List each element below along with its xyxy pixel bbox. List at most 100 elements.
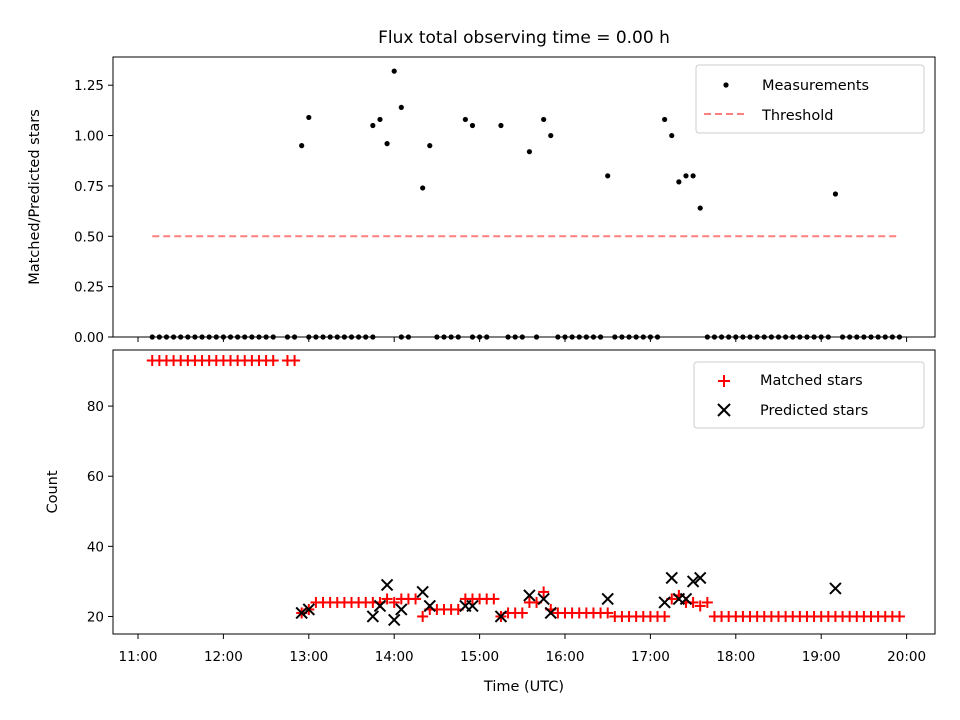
measurement-point (541, 116, 547, 123)
measurement-point (320, 334, 326, 340)
measurement-point (405, 334, 412, 340)
top-x-tick-marks (137, 337, 908, 342)
measurement-point (662, 116, 668, 123)
x-tick-label: 20:00 (887, 649, 926, 665)
x-tick-label: 11:00 (119, 649, 158, 665)
predicted-star-point (416, 585, 429, 599)
measurement-point (747, 334, 753, 340)
measurement-point (726, 334, 732, 340)
measurement-point (377, 116, 383, 123)
measurement-point (313, 334, 319, 340)
predicted-star-point (466, 599, 479, 613)
y-tick-label: 0.25 (74, 280, 104, 296)
predicted-stars-points (295, 571, 842, 627)
matched-star-point (893, 610, 905, 622)
measurement-point (242, 334, 248, 340)
matched-star-point (267, 355, 279, 367)
predicted-star-point (494, 610, 508, 623)
matched-star-point (701, 596, 713, 608)
x-tick-label: 18:00 (716, 649, 755, 665)
measurement-point (334, 334, 340, 340)
measurement-point (697, 205, 703, 211)
predicted-star-point (679, 592, 693, 606)
measurement-point (163, 334, 170, 340)
matched-star-point (410, 593, 422, 605)
matched-star-point (388, 596, 400, 608)
measurement-point (576, 334, 582, 340)
matched-star-point (538, 586, 550, 598)
measurement-point (348, 334, 355, 340)
measurement-point (420, 185, 426, 191)
y-tick-label: 0.00 (74, 330, 104, 346)
measurement-points (149, 68, 903, 340)
measurement-point (192, 334, 198, 340)
measurement-point (512, 334, 518, 340)
y-tick-label: 80 (87, 399, 104, 415)
measurement-point (882, 334, 888, 340)
measurement-point (235, 334, 241, 340)
measurement-point (185, 334, 191, 340)
measurement-point (711, 334, 718, 340)
measurement-point (398, 104, 404, 110)
measurement-point (284, 334, 291, 340)
legend-marker-matched (718, 375, 730, 387)
measurement-point (469, 334, 476, 340)
measurement-point (875, 334, 881, 340)
x-tick-label: 12:00 (204, 649, 243, 665)
measurement-point (854, 334, 860, 340)
measurement-point (690, 173, 696, 179)
y-tick-label: 20 (87, 609, 104, 625)
predicted-star-point (665, 571, 678, 585)
y-tick-label: 0.75 (74, 179, 104, 195)
measurement-point (270, 334, 276, 340)
measurement-point (484, 334, 490, 340)
measurement-point (633, 334, 639, 340)
legend-label-matched: Matched stars (760, 373, 863, 389)
measurement-point (327, 334, 333, 340)
predicted-star-point (694, 571, 707, 585)
measurement-point (356, 334, 362, 340)
measurement-point (441, 334, 447, 340)
measurement-point (832, 191, 839, 197)
measurement-point (605, 173, 611, 179)
measurement-point (555, 334, 561, 340)
measurement-point (889, 334, 895, 340)
bottom-y-ticks: 20 40 60 80 (87, 399, 113, 625)
measurement-point (590, 334, 597, 340)
measurement-point (427, 143, 433, 149)
x-axis-label: Time (UTC) (483, 679, 564, 695)
measurement-point (455, 334, 461, 340)
predicted-star-point (295, 606, 308, 620)
legend-marker-measurements (723, 82, 729, 88)
matched-star-point (602, 607, 614, 619)
predicted-star-point (523, 589, 536, 602)
top-y-axis-label: Matched/Predicted stars (27, 109, 43, 285)
measurement-point (612, 334, 618, 340)
bottom-legend: Matched stars Predicted stars (693, 361, 925, 429)
measurement-point (619, 334, 625, 340)
predicted-star-point (423, 599, 436, 613)
measurement-point (839, 334, 846, 340)
measurement-point (654, 334, 661, 340)
matched-star-point (417, 610, 429, 622)
measurement-point (498, 122, 504, 129)
predicted-star-point (658, 596, 671, 609)
predicted-star-point (537, 592, 550, 606)
measurement-point (363, 334, 369, 340)
predicted-star-point (380, 578, 394, 592)
x-tick-label: 16:00 (546, 649, 585, 665)
measurement-point (469, 122, 476, 129)
measurement-point (804, 334, 810, 340)
measurement-point (213, 334, 219, 340)
measurement-point (178, 334, 184, 340)
measurement-point (256, 334, 262, 340)
measurement-point (797, 334, 803, 340)
measurement-point (370, 334, 376, 340)
measurement-point (704, 334, 710, 340)
measurement-point (299, 143, 305, 149)
measurement-point (754, 334, 760, 340)
measurement-point (448, 334, 454, 340)
measurement-point (683, 173, 689, 179)
